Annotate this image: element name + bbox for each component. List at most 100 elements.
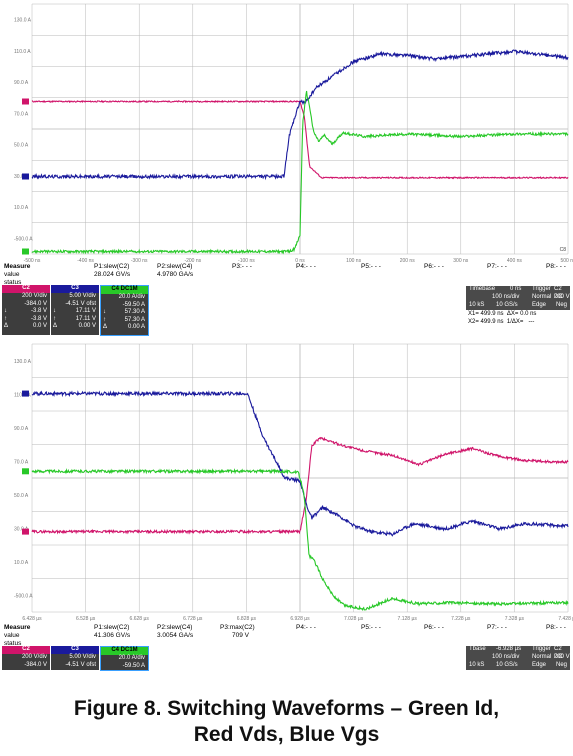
channel-c2-panel[interactable]: C2 200 V/div -384.0 V ↓ -3.8 V ↑ -3.8 V Δ 0… xyxy=(2,285,50,335)
y-tick-label: 90.0 A xyxy=(14,80,29,86)
param-p2-value: 4.9780 GA/s xyxy=(157,271,194,278)
trigger-level: 200 V xyxy=(554,654,570,660)
row-symbol: ↑ xyxy=(4,315,7,322)
waveform-svg-1: 130.0 A 110.0 A 90.0 A 70.0 A 50.0 A 30.0 A 10… xyxy=(14,3,573,262)
tb-samples: 10 kS xyxy=(469,662,485,668)
id-trace xyxy=(31,468,569,612)
row-symbol: Δ xyxy=(4,323,9,329)
x-tick-label: -200 ns xyxy=(184,258,201,262)
measure-table-1: Measure value status P1:slew(C2) 28.024 … xyxy=(0,263,573,289)
timebase-panel-2[interactable]: Tbase -6.928 µs Trigger C2 DC 100 ns/div… xyxy=(466,646,570,670)
param-p5-label: P5:- - - xyxy=(361,624,381,631)
y-tick-label: 130.0 A xyxy=(14,18,32,24)
channel-marker xyxy=(22,390,29,397)
channel-c4-panel[interactable]: C4 DC1M 20.0 A/div -59.50 A xyxy=(100,646,149,671)
x-tick-label: 6.828 µs xyxy=(237,616,257,622)
row-value: -3.8 V xyxy=(30,315,47,322)
param-p1-label: P1:slew(C2) xyxy=(94,263,130,270)
x-tick-label: 6.928 µs xyxy=(290,616,310,622)
measure-header: Measure xyxy=(4,624,31,631)
channel-c4-offset: -59.50 A xyxy=(122,301,145,308)
param-p4-label: P4:- - - xyxy=(296,263,316,270)
y-tick-label: 70.0 A xyxy=(14,459,29,465)
channel-c4-panel[interactable]: C4 DC1M 20.0 A/div -59.50 A ↓ 57.30 A ↑ 57… xyxy=(100,285,149,336)
channel-c4-scale: 20.0 A/div xyxy=(118,655,145,661)
x-tick-label: 6.428 µs xyxy=(22,616,42,622)
y-tick-label: 130.0 A xyxy=(14,359,32,365)
x-tick-label: -400 ns xyxy=(77,258,94,262)
measure-header: Measure xyxy=(4,263,31,270)
param-p8-label: P8:- - - xyxy=(546,624,566,631)
tb-samples: 10 kS xyxy=(469,302,485,308)
trigger-title: Trigger xyxy=(532,286,551,292)
param-p6-label: P6:- - - xyxy=(424,624,444,631)
param-p5-label: P5:- - - xyxy=(361,263,381,270)
cursor-dx-value: 0.0 ns xyxy=(520,311,537,317)
channel-c2-offset: -384.0 V xyxy=(24,661,47,668)
channel-c3-panel[interactable]: C3 5.00 V/div -4.51 V ofst xyxy=(51,646,99,670)
channel-marker xyxy=(22,98,29,105)
x-tick-label: -300 ns xyxy=(131,258,148,262)
row-symbol: ↑ xyxy=(103,316,106,323)
trigger-type: Edge xyxy=(532,662,547,668)
scope-capture-1: 130.0 A 110.0 A 90.0 A 70.0 A 50.0 A 30.0 A 10… xyxy=(0,0,573,336)
channel-c3-header: C3 xyxy=(51,285,99,293)
caption-line-1: Figure 8. Switching Waveforms – Green Id… xyxy=(73,697,500,720)
waveform-plot-1: 130.0 A 110.0 A 90.0 A 70.0 A 50.0 A 30.0 A 10… xyxy=(0,0,573,262)
param-p2-label: P2:slew(C4) xyxy=(157,263,193,270)
param-p6-label: P6:- - - xyxy=(424,263,444,270)
trigger-mode: Normal xyxy=(532,654,552,660)
param-p3-value: 709 V xyxy=(232,632,249,639)
cursor-inv-dx-label: 1/ΔX= xyxy=(506,319,524,325)
param-p1-label: P1:slew(C2) xyxy=(94,624,130,631)
id-trace xyxy=(31,90,569,255)
param-p2-value: 3.0054 GA/s xyxy=(157,632,194,639)
measure-status-label: status xyxy=(4,279,22,286)
cursor-dx-label: ΔX= xyxy=(506,311,519,317)
param-p3-label: P3:max(C2) xyxy=(220,624,255,631)
channel-c2-header: C2 xyxy=(2,646,50,654)
caption-line-2: Red Vds, Blue Vgs xyxy=(193,723,380,746)
vgs-trace xyxy=(31,49,569,181)
x-tick-label: 0 ns xyxy=(295,258,305,262)
cursor-readout: X1= 499.9 ns ΔX= 0.0 ns X2= 499.9 ns 1/Δ… xyxy=(468,310,536,326)
tb-delay: 0 ns xyxy=(510,286,522,292)
x-tick-label: 6.528 µs xyxy=(76,616,96,622)
tb-title: Timebase xyxy=(469,286,496,292)
row-symbol: ↓ xyxy=(53,308,56,314)
param-p3-label: P3:- - - xyxy=(232,263,252,270)
channel-marker xyxy=(22,468,29,475)
channel-c2-header: C2 xyxy=(2,285,50,293)
timebase-panel-1[interactable]: Timebase 0 ns Trigger C2 DC 100 ns/div N… xyxy=(466,286,570,310)
x-tick-label: 7.428 µs xyxy=(558,616,573,622)
channel-c4-header: C4 DC1M xyxy=(101,647,148,655)
row-value: 57.30 A xyxy=(124,309,145,315)
cursor-x1-label: X1= xyxy=(468,311,479,317)
measure-status-label: status xyxy=(4,640,22,647)
row-value: -3.8 V xyxy=(30,308,47,314)
tb-delay: -6.928 µs xyxy=(496,646,522,652)
measure-table-2: Measure value status P1:slew(C2) 41.306 … xyxy=(0,624,573,650)
channel-c2-panel[interactable]: C2 200 V/div -384.0 V xyxy=(2,646,50,670)
channel-c2-scale: 200 V/div xyxy=(21,654,47,660)
y-tick-label: 110.0 A xyxy=(14,49,31,55)
cursor-x2-value: 499.9 ns xyxy=(480,319,504,325)
channel-marker xyxy=(22,173,29,180)
x-tick-label: 500 ns xyxy=(560,258,573,262)
channel-c3-offset: -4.51 V ofst xyxy=(65,300,96,307)
param-p4-label: P4:- - - xyxy=(296,624,316,631)
param-p1-value: 28.024 GV/s xyxy=(94,271,131,278)
trigger-source: C2 DC xyxy=(554,286,563,300)
row-value: 57.30 A xyxy=(124,316,145,323)
row-value: 0.0 V xyxy=(32,323,47,329)
channel-c3-panel[interactable]: C3 5.00 V/div -4.51 V ofst ↓ 17.11 V ↑ 17.… xyxy=(51,285,99,335)
trigger-mode: Normal xyxy=(532,294,552,300)
trigger-level: 200 V xyxy=(554,294,570,300)
row-symbol: ↑ xyxy=(53,315,56,322)
x-tick-label: 100 ns xyxy=(346,258,362,262)
row-symbol: Δ xyxy=(103,324,108,330)
channel-c2-scale: 200 V/div xyxy=(21,293,47,299)
tb-rate: 10 GS/s xyxy=(496,662,518,668)
